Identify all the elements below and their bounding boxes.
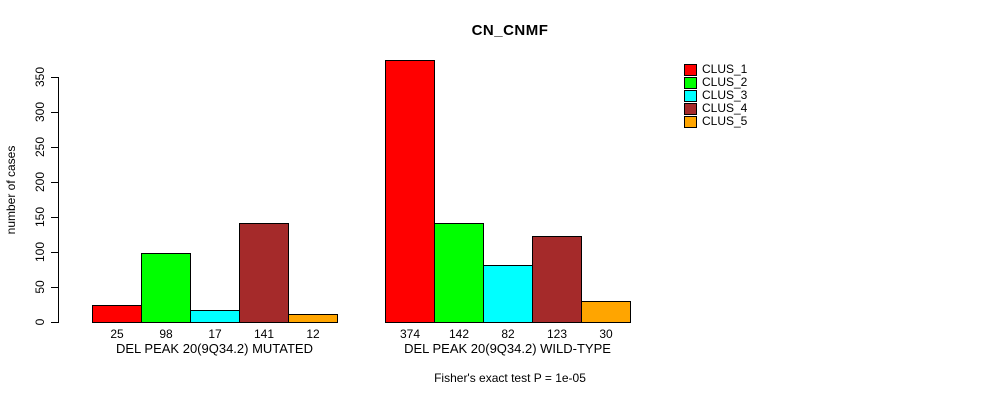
x-axis-group-label: DEL PEAK 20(9Q34.2) MUTATED	[116, 341, 313, 356]
bar-value-label: 12	[306, 327, 320, 341]
legend-swatch-icon	[684, 76, 697, 89]
bar-clus_4-group2	[532, 235, 582, 323]
y-axis-tick	[51, 182, 58, 183]
bar-clus_2-group1	[141, 253, 191, 323]
annotation-text: Fisher's exact test P = 1e-05	[434, 371, 586, 385]
legend-label: CLUS_4	[702, 101, 748, 115]
legend-label: CLUS_5	[702, 114, 748, 128]
bar-value-label: 82	[501, 327, 515, 341]
bar-value-label: 98	[159, 327, 173, 341]
y-axis-tick-label: 50	[33, 280, 47, 294]
bar-value-label: 141	[253, 327, 275, 341]
y-axis-tick-label: 0	[33, 318, 47, 326]
y-axis-tick-label: 250	[33, 136, 47, 158]
y-axis-line	[58, 77, 59, 323]
x-axis-group-label: DEL PEAK 20(9Q34.2) WILD-TYPE	[404, 341, 611, 356]
bar-value-label: 374	[399, 327, 421, 341]
bar-value-label: 25	[110, 327, 124, 341]
bar-clus_5-group2	[581, 301, 631, 323]
y-axis-label: number of cases	[4, 145, 18, 235]
legend: CLUS_1 CLUS_2 CLUS_3 CLUS_4 CLUS_5	[684, 63, 747, 128]
legend-item-clus_5: CLUS_5	[684, 115, 747, 128]
y-axis-tick-label: 200	[33, 171, 47, 193]
bar-clus_1-group1	[92, 304, 142, 323]
legend-swatch-icon	[684, 89, 697, 102]
y-axis-tick	[51, 252, 58, 253]
bar-clus_4-group1	[239, 223, 289, 323]
legend-item-clus_2: CLUS_2	[684, 76, 747, 89]
y-axis-tick-label: 300	[33, 101, 47, 123]
bar-value-label: 17	[208, 327, 222, 341]
bar-value-label: 30	[599, 327, 613, 341]
legend-item-clus_1: CLUS_1	[684, 63, 747, 76]
bar-value-label: 142	[448, 327, 470, 341]
bar-clus_3-group2	[483, 264, 533, 323]
bar-clus_1-group2	[385, 60, 435, 323]
chart-title: CN_CNMF	[471, 22, 549, 39]
y-axis-tick	[51, 322, 58, 323]
bar-value-label: 123	[546, 327, 568, 341]
bar-clus_2-group2	[434, 222, 484, 323]
legend-swatch-icon	[684, 63, 697, 76]
y-axis-tick-label: 100	[33, 241, 47, 263]
legend-item-clus_3: CLUS_3	[684, 89, 747, 102]
legend-item-clus_4: CLUS_4	[684, 102, 747, 115]
legend-label: CLUS_2	[702, 75, 748, 89]
legend-swatch-icon	[684, 115, 697, 128]
y-axis-tick-label: 350	[33, 66, 47, 88]
y-axis-tick-label: 150	[33, 206, 47, 228]
y-axis-tick	[51, 217, 58, 218]
y-axis-tick	[51, 112, 58, 113]
bar-clus_5-group1	[288, 313, 338, 323]
legend-swatch-icon	[684, 102, 697, 115]
y-axis-tick	[51, 287, 58, 288]
y-axis-tick	[51, 77, 58, 78]
legend-label: CLUS_1	[702, 62, 748, 76]
bar-clus_3-group1	[190, 310, 240, 323]
legend-label: CLUS_3	[702, 88, 748, 102]
y-axis-tick	[51, 147, 58, 148]
